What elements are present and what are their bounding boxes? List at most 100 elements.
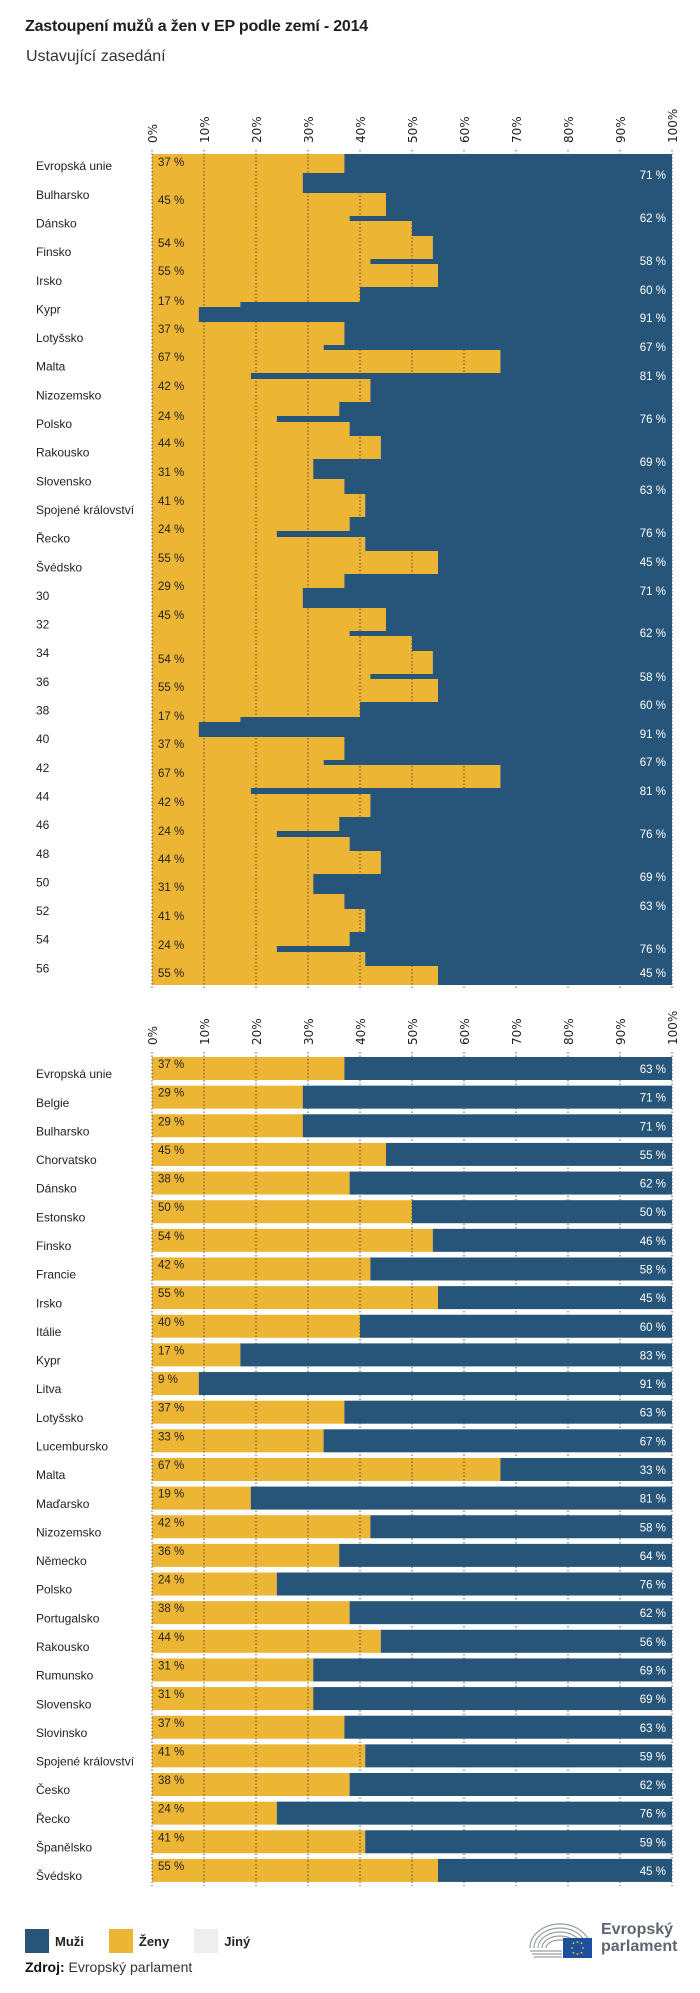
row-label: Slovensko — [36, 474, 92, 488]
men-bar-segment — [365, 952, 672, 966]
women-value-label: 42 % — [158, 1517, 184, 1529]
women-bar-segment — [152, 651, 433, 674]
category-label: Rumunsko — [36, 1669, 94, 1683]
logo-line-1: Evropský — [601, 1921, 674, 1938]
men-bar-segment — [302, 598, 672, 608]
women-bar-segment — [152, 221, 412, 236]
category-label: Švédsko — [36, 1868, 82, 1883]
women-bar-segment — [152, 884, 314, 894]
men-value-label: 55 % — [640, 1150, 666, 1162]
men-value-label: 69 % — [640, 1694, 666, 1706]
men-bar-segment — [313, 469, 672, 479]
men-value-label: 81 % — [640, 371, 666, 383]
men-bar-segment — [370, 259, 672, 264]
legend: Muži Ženy Jiný — [25, 1929, 275, 1953]
category-label: Česko — [36, 1782, 70, 1797]
women-bar-segment — [152, 373, 251, 379]
men-value-label: 45 % — [640, 1293, 666, 1305]
men-value-label: 60 % — [640, 285, 666, 297]
men-value-label: 59 % — [640, 1837, 666, 1849]
women-bar-segment — [152, 173, 303, 183]
legend-label-women: Ženy — [138, 1933, 170, 1949]
men-bar — [349, 1601, 672, 1625]
category-label: Německo — [36, 1554, 87, 1568]
x-tick-label: 100% — [666, 109, 680, 143]
legend-label-other: Jiný — [224, 1933, 251, 1949]
women-bar-segment — [152, 909, 366, 932]
women-bar-segment — [152, 307, 199, 322]
women-bar-segment — [152, 216, 350, 221]
women-value-label: 31 % — [158, 467, 184, 479]
men-bar-segment — [339, 817, 672, 831]
men-bar — [386, 1142, 672, 1166]
men-value-label: 71 % — [640, 1121, 666, 1133]
women-bar-segment — [152, 517, 350, 531]
men-value-label: 62 % — [640, 1179, 666, 1191]
women-value-label: 42 % — [158, 797, 184, 809]
women-bar-segment — [152, 259, 371, 264]
women-value-label: 33 % — [158, 1431, 184, 1443]
women-value-label: 55 % — [158, 553, 184, 565]
men-value-label: 56 % — [640, 1637, 666, 1649]
legend-swatch-women — [108, 1929, 133, 1953]
men-value-label: 63 % — [640, 1064, 666, 1076]
men-bar-segment — [360, 287, 672, 302]
category-label: Kypr — [36, 1354, 61, 1368]
men-bar — [339, 1543, 672, 1567]
x-tick-label: 0% — [146, 1026, 160, 1045]
x-tick-label: 60% — [458, 1018, 472, 1045]
women-bar-segment — [152, 588, 303, 598]
women-bar-segment — [152, 794, 371, 817]
women-value-label: 55 % — [158, 266, 184, 278]
women-bar-segment — [152, 494, 366, 517]
women-value-label: 45 % — [158, 610, 184, 622]
category-label: Španělsko — [36, 1839, 92, 1854]
women-value-label: 37 % — [158, 1718, 184, 1730]
women-value-label: 44 % — [158, 1632, 184, 1644]
row-label: Kypr — [36, 302, 61, 316]
women-value-label: 31 % — [158, 1660, 184, 1672]
men-bar-segment — [370, 379, 672, 402]
men-bar — [240, 1343, 672, 1367]
logo-line-2: parlament — [601, 1938, 678, 1955]
women-bar-segment — [152, 636, 412, 651]
men-bars-top — [198, 154, 673, 985]
men-bar-segment — [344, 894, 672, 909]
women-value-label: 44 % — [158, 854, 184, 866]
row-label: Lotyšsko — [36, 331, 84, 345]
men-bar — [432, 1228, 672, 1252]
men-bar-segment — [360, 702, 672, 717]
men-bar-segment — [250, 373, 673, 379]
category-label: Rakousko — [36, 1640, 90, 1654]
x-tick-label: 20% — [250, 1018, 264, 1045]
men-bar-segment — [412, 221, 672, 236]
men-bar-segment — [250, 788, 673, 794]
legend-swatch-other — [194, 1929, 219, 1953]
women-value-label: 38 % — [158, 1775, 184, 1787]
men-bar-segment — [438, 551, 672, 574]
men-bar — [438, 1286, 672, 1310]
women-value-label: 55 % — [158, 968, 184, 980]
women-bar-segment — [152, 598, 303, 608]
women-bar — [152, 1572, 277, 1596]
women-value-label: 29 % — [158, 1088, 184, 1100]
row-label: Malta — [36, 360, 66, 374]
men-bar-segment — [313, 874, 672, 884]
women-bar-segment — [152, 402, 340, 416]
women-bar-segment — [152, 551, 438, 574]
women-bar-segment — [152, 236, 433, 259]
women-bar-segment — [152, 436, 381, 459]
men-bar — [349, 1171, 672, 1195]
women-bar-segment — [152, 422, 350, 436]
legend-label-men: Muži — [55, 1933, 84, 1949]
women-bar-segment — [152, 894, 345, 909]
men-bar-segment — [370, 794, 672, 817]
men-bar — [370, 1257, 672, 1281]
men-bar-segment — [323, 760, 672, 765]
men-value-label: 64 % — [640, 1551, 666, 1563]
men-bar-segment — [276, 531, 672, 537]
women-bar-segment — [152, 479, 345, 494]
x-tick-label: 10% — [198, 1018, 212, 1045]
men-value-label: 71 % — [640, 170, 666, 182]
row-label: 54 — [36, 933, 50, 947]
